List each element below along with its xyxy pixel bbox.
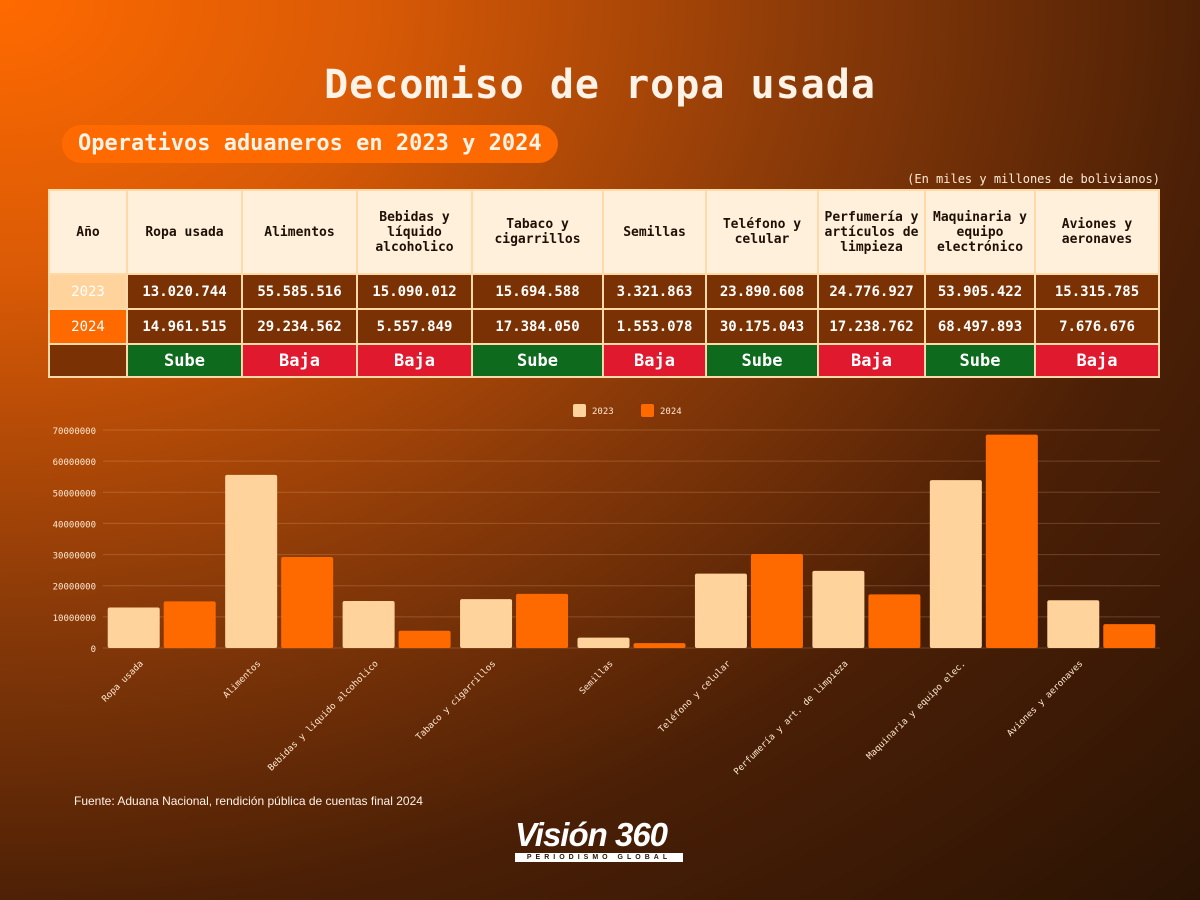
trend-badge: Baja [817,343,926,378]
units-note: (En miles y millones de bolivianos) [907,172,1160,186]
page-title: Decomiso de ropa usada [324,62,876,108]
bar-2023 [812,570,865,648]
bar-2024 [163,601,216,648]
header-cell: Alimentos [241,189,358,275]
bar-2024 [633,643,686,648]
trend-badge: Baja [241,343,358,378]
value-cell: 55.585.516 [241,273,358,310]
header-cell: Aviones y aeronaves [1034,189,1160,275]
value-cell: 15.694.588 [471,273,604,310]
bar-2023 [1047,600,1100,648]
x-tick-label: Alimentos [222,659,264,701]
header-cell: Semillas [602,189,707,275]
table-row: 2024 14.961.515 29.234.562 5.557.849 17.… [48,308,1160,345]
bar-2024 [985,434,1038,648]
value-cell: 17.384.050 [471,308,604,345]
vision360-logo: Visión 360 PERIODISMO GLOBAL [515,818,687,866]
value-cell: 3.321.863 [602,273,707,310]
trend-badge: Baja [602,343,707,378]
value-cell: 24.776.927 [817,273,926,310]
header-cell: Perfumería y artículos de limpieza [817,189,926,275]
value-cell: 17.238.762 [817,308,926,345]
year-cell: 2024 [48,308,128,345]
y-tick-label: 70000000 [53,427,96,437]
bar-2024 [398,630,451,648]
bar-2024 [281,556,334,648]
trend-row: Sube Baja Baja Sube Baja Sube Baja Sube … [48,343,1160,378]
y-tick-label: 40000000 [53,520,96,530]
legend-swatch-2023 [573,404,586,417]
x-tick-label: Ropa usada [100,659,145,704]
value-cell: 68.497.893 [924,308,1036,345]
bar-2023 [694,573,747,648]
value-cell: 29.234.562 [241,308,358,345]
trend-badge: Baja [356,343,473,378]
x-tick-label: Maquinaria y equipo elec. [865,659,968,762]
x-tick-label: Teléfono y celular [656,658,733,735]
bar-2023 [107,607,160,648]
y-tick-label: 50000000 [53,489,96,499]
x-tick-label: Semillas [578,659,616,697]
legend-label: 2024 [660,407,682,417]
trend-badge: Sube [705,343,819,378]
trend-badge: Sube [924,343,1036,378]
bar-2024 [868,594,921,648]
header-cell: Ropa usada [126,189,243,275]
value-cell: 14.961.515 [126,308,243,345]
value-cell: 5.557.849 [356,308,473,345]
value-cell: 30.175.043 [705,308,819,345]
bar-chart: 0 10000000 20000000 30000000 40000000 5000000… [53,404,1160,777]
bar-2023 [577,637,630,648]
bar-2024 [750,554,803,648]
y-tick-label: 60000000 [53,458,96,468]
value-cell: 13.020.744 [126,273,243,310]
bar-2023 [929,480,982,648]
source-note: Fuente: Aduana Nacional, rendición públi… [74,794,423,808]
bar-2023 [225,474,278,648]
value-cell: 23.890.608 [705,273,819,310]
bar-2024 [516,593,569,648]
trend-badge: Baja [1034,343,1160,378]
x-tick-label: Bebidas y líquido alcoholico [266,659,380,773]
header-cell: Maquinaria y equipo electrónico [924,189,1036,275]
y-tick-label: 0 [91,645,96,655]
subtitle-pill: Operativos aduaneros en 2023 y 2024 [62,125,558,163]
bar-2023 [460,599,513,648]
table-header-row: Año Ropa usada Alimentos Bebidas y líqui… [48,189,1160,275]
y-tick-label: 10000000 [53,614,96,624]
table-row: 2023 13.020.744 55.585.516 15.090.012 15… [48,273,1160,310]
header-cell: Tabaco y cigarrillos [471,189,604,275]
value-cell: 1.553.078 [602,308,707,345]
data-table: Año Ropa usada Alimentos Bebidas y líqui… [48,189,1160,378]
x-tick-label: Tabaco y cigarrillos [414,659,498,743]
bar-2024 [1103,624,1156,648]
header-cell: Bebidas y líquido alcoholico [356,189,473,275]
x-tick-label: Perfumería y art. de limpieza [732,659,850,777]
trend-badge: Sube [126,343,243,378]
header-cell: Teléfono y celular [705,189,819,275]
y-tick-label: 20000000 [53,583,96,593]
legend-swatch-2024 [641,404,654,417]
value-cell: 15.315.785 [1034,273,1160,310]
value-cell: 15.090.012 [356,273,473,310]
logo-name: Visión 360 [515,816,668,853]
trend-blank-cell [48,343,128,378]
trend-badge: Sube [471,343,604,378]
y-tick-label: 30000000 [53,552,96,562]
value-cell: 53.905.422 [924,273,1036,310]
header-year: Año [48,189,128,275]
bar-2023 [342,601,395,648]
value-cell: 7.676.676 [1034,308,1160,345]
x-tick-label: Aviones y aeronaves [1006,659,1086,739]
legend-label: 2023 [592,407,614,417]
logo-tagline: PERIODISMO GLOBAL [515,853,683,862]
year-cell: 2023 [48,273,128,310]
